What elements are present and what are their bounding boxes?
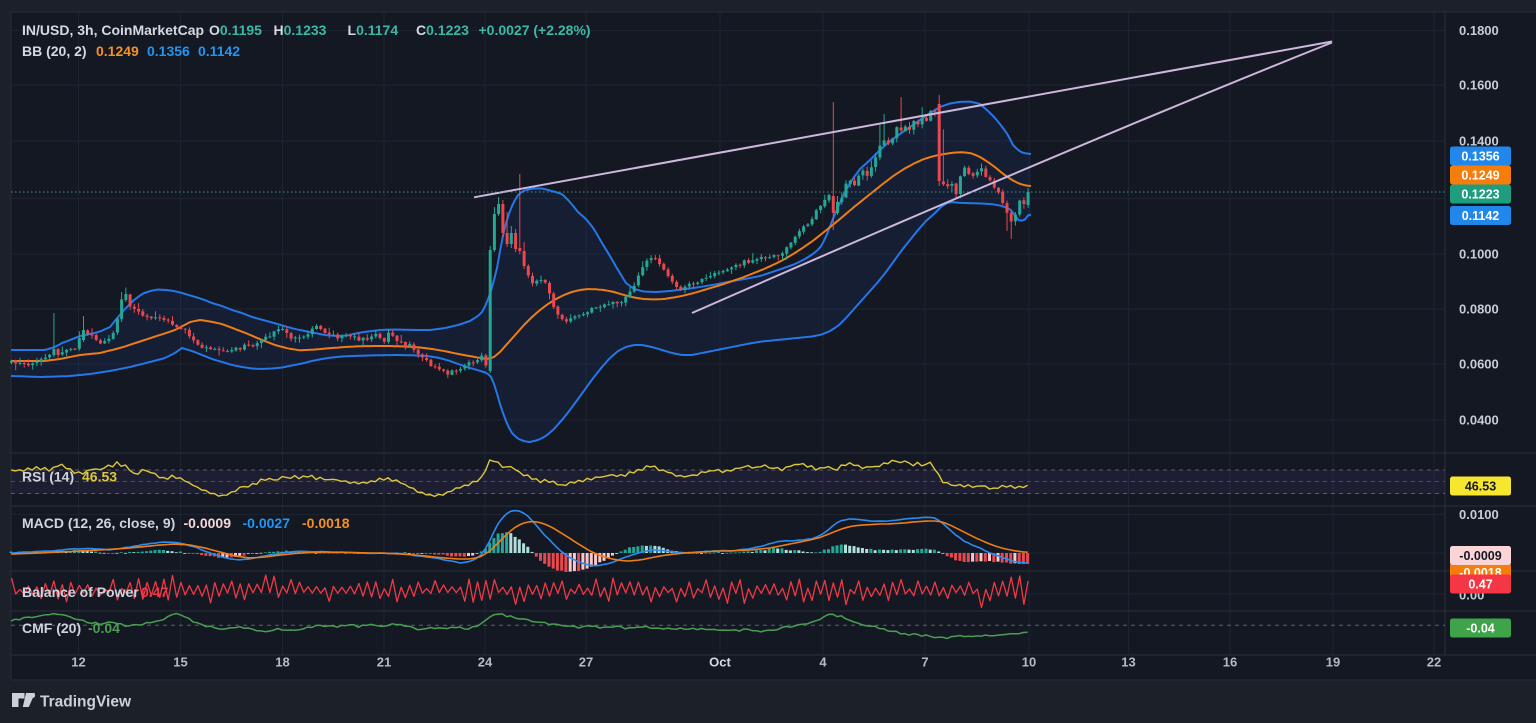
svg-text:19: 19 [1326,655,1340,670]
svg-text:0.1000: 0.1000 [1459,247,1499,262]
svg-text:21: 21 [377,655,391,670]
svg-text:H0.1233: H0.1233 [274,22,327,38]
svg-text:MACD (12, 26, close, 9) -0.00: MACD (12, 26, close, 9) -0.0009 -0.0027 -0… [22,515,350,531]
svg-text:24: 24 [478,655,493,670]
svg-text:+0.0027 (+2.28%): +0.0027 (+2.28%) [479,22,591,38]
svg-text:0.0100: 0.0100 [1459,507,1499,522]
svg-text:Oct: Oct [709,655,731,670]
svg-text:0.1249: 0.1249 [1461,168,1499,182]
svg-text:46.53: 46.53 [1465,479,1496,493]
svg-text:10: 10 [1022,655,1036,670]
svg-text:L0.1174: L0.1174 [348,22,399,38]
svg-text:0.1356: 0.1356 [1461,149,1499,163]
svg-text:0.1800: 0.1800 [1459,23,1499,38]
svg-text:TradingView: TradingView [40,694,132,711]
svg-text:RSI (14) 46.53: RSI (14) 46.53 [22,469,117,485]
svg-text:15: 15 [173,655,187,670]
svg-text:0.1223: 0.1223 [1461,187,1499,201]
svg-text:18: 18 [275,655,289,670]
svg-text:C0.1223: C0.1223 [416,22,469,38]
svg-text:22: 22 [1427,655,1441,670]
svg-text:13: 13 [1121,655,1135,670]
svg-text:CMF (20) -0.04: CMF (20) -0.04 [22,620,120,636]
svg-text:7: 7 [921,655,928,670]
svg-text:0.0600: 0.0600 [1459,357,1499,372]
svg-text:0.0800: 0.0800 [1459,302,1499,317]
svg-text:12: 12 [71,655,85,670]
svg-text:-0.04: -0.04 [1466,621,1495,635]
svg-text:Balance of Power 0.47: Balance of Power 0.47 [22,584,168,600]
svg-text:16: 16 [1223,655,1237,670]
svg-text:O0.1195: O0.1195 [209,22,262,38]
svg-text:4: 4 [819,655,827,670]
svg-text:0.0400: 0.0400 [1459,413,1499,428]
svg-text:0.1600: 0.1600 [1459,78,1499,93]
svg-text:IN/USD, 3h, CoinMarketCap: IN/USD, 3h, CoinMarketCap [22,22,204,38]
svg-text:27: 27 [579,655,593,670]
svg-text:0.1142: 0.1142 [1462,209,1500,223]
svg-text:0.47: 0.47 [1468,577,1492,591]
svg-text:0.1400: 0.1400 [1459,134,1499,149]
svg-text:-0.0009: -0.0009 [1459,549,1501,563]
